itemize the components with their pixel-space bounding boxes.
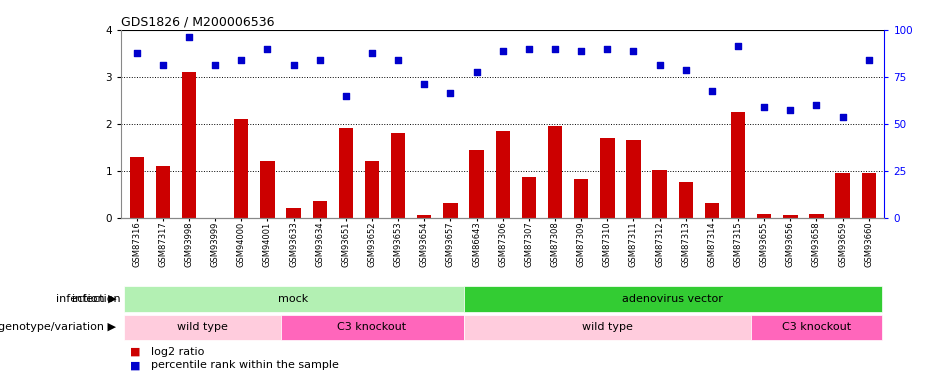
Bar	[365, 161, 379, 218]
Bar	[261, 161, 275, 218]
Text: GDS1826 / M200006536: GDS1826 / M200006536	[121, 16, 275, 29]
Bar	[339, 128, 353, 217]
Text: ■: ■	[130, 360, 141, 370]
Bar	[443, 203, 458, 217]
Point	[547, 46, 562, 52]
Point	[679, 67, 694, 73]
Bar	[124, 286, 464, 312]
Text: infection: infection	[73, 294, 121, 304]
Point	[652, 62, 667, 68]
Bar	[129, 157, 144, 218]
Text: ■: ■	[130, 347, 141, 357]
Text: percentile rank within the sample: percentile rank within the sample	[151, 360, 339, 370]
Point	[129, 50, 144, 56]
Bar	[861, 173, 876, 217]
Bar	[809, 214, 824, 217]
Point	[573, 48, 588, 54]
Bar	[757, 214, 772, 217]
Bar	[835, 173, 850, 217]
Bar	[417, 215, 431, 217]
Bar	[182, 72, 196, 217]
Bar	[280, 315, 464, 340]
Text: C3 knockout: C3 knockout	[782, 322, 851, 332]
Bar	[495, 131, 510, 218]
Point	[705, 88, 720, 94]
Point	[182, 34, 196, 40]
Bar	[155, 166, 170, 218]
Text: adenovirus vector: adenovirus vector	[622, 294, 723, 304]
Point	[861, 57, 876, 63]
Point	[417, 81, 432, 87]
Bar	[574, 178, 588, 218]
Bar	[653, 170, 667, 217]
Text: log2 ratio: log2 ratio	[151, 347, 204, 357]
Bar	[521, 177, 536, 218]
Text: wild type: wild type	[582, 322, 633, 332]
Bar	[547, 126, 562, 218]
Point	[234, 57, 249, 63]
Bar	[627, 140, 641, 218]
Point	[521, 46, 536, 52]
Bar	[679, 182, 693, 218]
Bar	[464, 286, 882, 312]
Point	[286, 62, 301, 68]
Point	[626, 48, 641, 54]
Point	[155, 62, 170, 68]
Text: mock: mock	[278, 294, 309, 304]
Point	[600, 46, 614, 52]
Text: wild type: wild type	[177, 322, 227, 332]
Bar	[464, 315, 751, 340]
Point	[809, 102, 824, 108]
Bar	[124, 315, 280, 340]
Point	[835, 114, 850, 120]
Bar	[731, 112, 745, 218]
Point	[260, 46, 275, 52]
Bar	[391, 133, 405, 218]
Point	[757, 104, 772, 110]
Text: C3 knockout: C3 knockout	[337, 322, 407, 332]
Point	[391, 57, 406, 63]
Point	[208, 62, 223, 68]
Point	[365, 50, 380, 56]
Bar	[600, 138, 614, 218]
Text: genotype/variation ▶: genotype/variation ▶	[0, 322, 116, 332]
Bar	[287, 208, 301, 218]
Point	[312, 57, 327, 63]
Point	[731, 44, 746, 50]
Bar	[313, 201, 327, 217]
Point	[443, 90, 458, 96]
Point	[495, 48, 510, 54]
Point	[339, 93, 354, 99]
Point	[469, 69, 484, 75]
Bar	[751, 315, 882, 340]
Bar	[469, 150, 484, 217]
Bar	[783, 215, 798, 217]
Text: infection ▶: infection ▶	[56, 294, 116, 304]
Point	[783, 106, 798, 112]
Bar	[705, 203, 719, 217]
Bar	[234, 119, 249, 218]
